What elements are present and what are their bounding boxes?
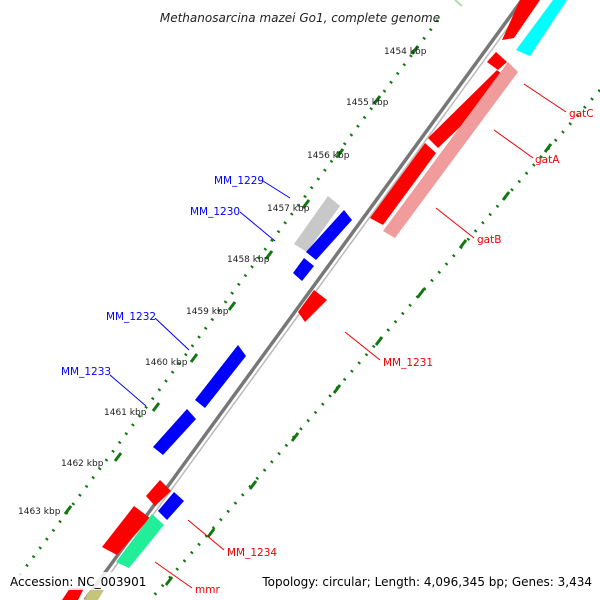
- outer-frame-arc: [454, 0, 463, 7]
- kbp-label: 1456 kbp: [307, 151, 350, 161]
- gene-label: MM_1231: [383, 357, 433, 369]
- gene-MM_1234: [146, 480, 171, 506]
- gene-label: MM_1233: [61, 366, 111, 378]
- bottom-leaders: [154, 83, 567, 589]
- kbp-label: 1454 kbp: [384, 47, 427, 57]
- accession-label: Accession: NC_003901: [10, 575, 146, 589]
- gene-label: mmr: [195, 584, 220, 596]
- kbp-label: 1458 kbp: [227, 255, 270, 265]
- inner-major-ticks: [164, 143, 553, 586]
- gene-label: MM_1234: [227, 547, 277, 559]
- gene-label: gatB: [477, 234, 501, 246]
- inner-tick-track: [148, 89, 600, 600]
- top-gene-labels: MM_1229 MM_1230 MM_1232 MM_1233: [61, 175, 264, 378]
- forward-genes: [62, 0, 567, 600]
- backbone-outer: [83, 0, 524, 600]
- gene-label: MM_1230: [190, 206, 240, 218]
- gene-olive-bottom-edge: [84, 590, 104, 600]
- kbp-label: 1463 kbp: [18, 507, 61, 517]
- kbp-labels: 1454 kbp 1455 kbp 1456 kbp 1457 kbp 1458…: [18, 47, 427, 517]
- gene-MM_1232: [195, 345, 246, 408]
- gene-MM_1233: [153, 409, 196, 455]
- map-title: Methanosarcina mazei Go1, complete genom…: [160, 11, 440, 25]
- gene-red-lower: [102, 506, 150, 555]
- gene-MM_1231: [298, 290, 327, 322]
- footer-left-bg: [6, 572, 146, 590]
- genome-summary: Topology: circular; Length: 4,096,345 bp…: [261, 575, 592, 589]
- kbp-label: 1460 kbp: [145, 358, 188, 368]
- gene-MM_1229-pseudo: [294, 196, 340, 252]
- reverse-genes: [153, 196, 352, 520]
- kbp-label: 1459 kbp: [186, 307, 229, 317]
- top-leaders: [109, 180, 291, 407]
- gene-gatC-marker: [487, 52, 507, 70]
- gene-label: MM_1229: [214, 175, 264, 187]
- gene-cyan-top: [516, 0, 567, 56]
- bottom-gene-labels: gatC gatA gatB MM_1231 MM_1234 mmr: [195, 108, 594, 596]
- kbp-label: 1462 kbp: [61, 459, 104, 469]
- gene-label: MM_1232: [106, 311, 156, 323]
- kbp-label: 1461 kbp: [104, 408, 147, 418]
- gene-red-top: [502, 0, 540, 40]
- gene-red-bottom-edge: [62, 588, 84, 600]
- gene-gatB: [383, 62, 518, 238]
- kbp-label: 1457 kbp: [267, 204, 310, 214]
- gene-blue-lower: [158, 492, 184, 520]
- outer-major-ticks: [63, 45, 420, 515]
- gene-MM_1229: [306, 210, 352, 260]
- footer-right-bg: [258, 572, 596, 590]
- kbp-label: 1455 kbp: [346, 98, 389, 108]
- gene-gatA-lower: [370, 143, 436, 225]
- gene-label: gatA: [535, 154, 560, 166]
- gene-green-lower: [116, 514, 164, 568]
- gene-label: gatC: [569, 108, 594, 120]
- gene-MM_1230: [293, 258, 314, 281]
